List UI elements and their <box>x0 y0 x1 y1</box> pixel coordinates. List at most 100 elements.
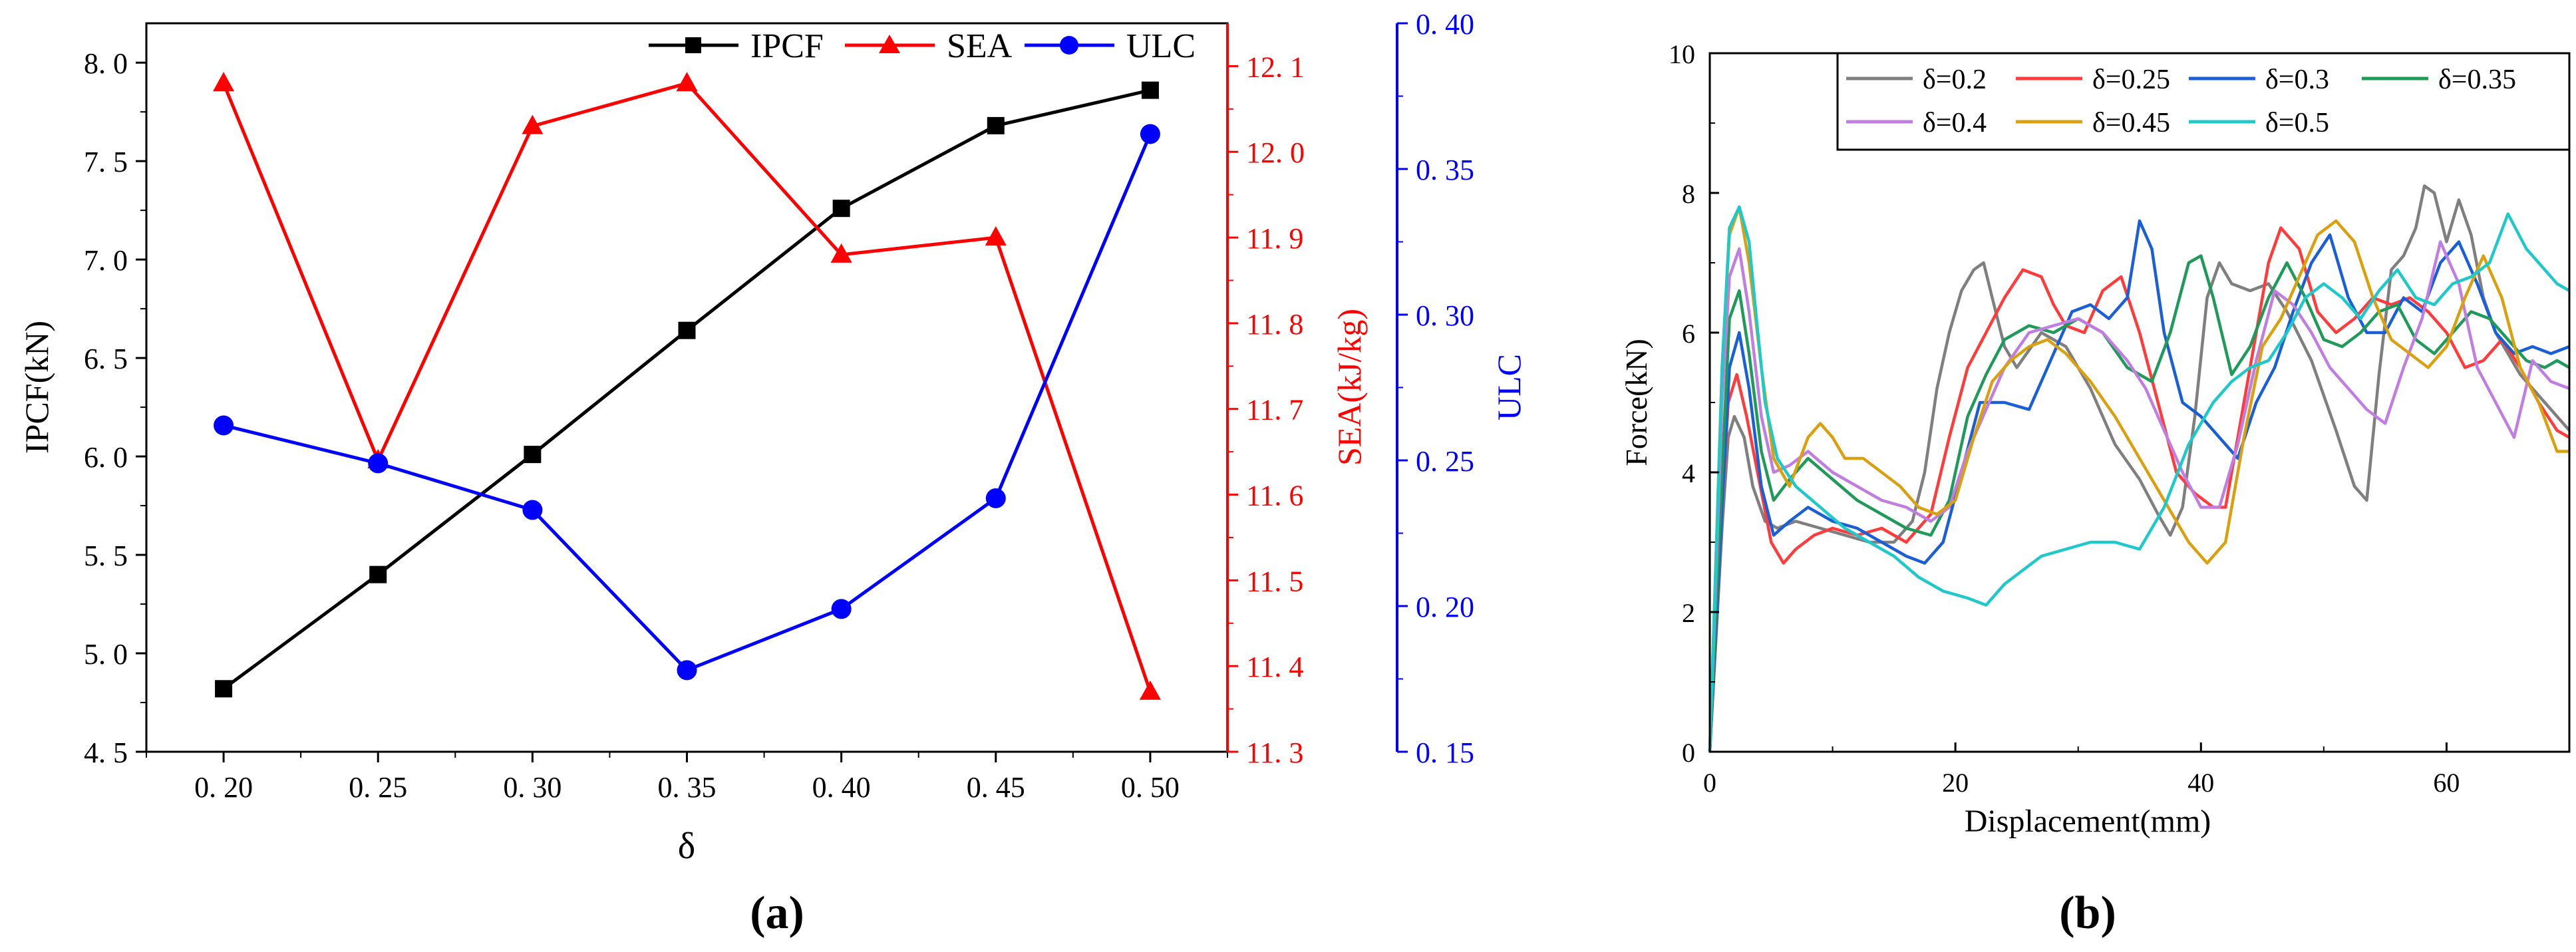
panel-a-label: (a) <box>750 887 804 939</box>
ulc-tick-label: 0. 40 <box>1416 8 1474 41</box>
displacement-tick-label: 40 <box>2187 768 2214 798</box>
ipcf-axis-ticks: 4. 5 5. 0 5. 5 6. 0 6. 5 7. 0 7. 5 8. 0 <box>84 47 146 769</box>
ipcf-point <box>987 116 1005 134</box>
panel-b-series <box>1708 184 2571 752</box>
sea-point <box>985 226 1007 246</box>
sea-point <box>522 114 544 134</box>
ipcf-tick-label: 6. 5 <box>84 343 128 375</box>
panel-b-legend-box <box>1836 52 2571 151</box>
legend-label-d05: δ=0.5 <box>2265 108 2329 138</box>
delta-tick-label: 0. 50 <box>1121 771 1180 804</box>
ipcf-tick-label: 4. 5 <box>84 736 128 769</box>
panel-a-legend: IPCF SEA ULC <box>649 27 1196 65</box>
ulc-point <box>368 453 389 474</box>
displacement-tick-label: 20 <box>1942 768 1969 798</box>
legend-label-d045: δ=0.45 <box>2092 108 2170 138</box>
legend-label-d04: δ=0.4 <box>1923 108 1987 138</box>
delta-tick-label: 0. 40 <box>812 771 871 804</box>
ulc-axis: 0. 15 0. 20 0. 25 0. 30 0. 35 0. 40 <box>1396 8 1474 769</box>
ulc-point <box>214 415 234 436</box>
sea-tick-label: 11. 8 <box>1246 308 1303 341</box>
sea-axis-title: SEA(kJ/kg) <box>1331 309 1368 466</box>
curve-d02 <box>1708 184 2571 752</box>
panel-b-plot-frame <box>1708 52 2571 753</box>
ulc-point <box>522 500 543 520</box>
panel-a-plot-frame <box>145 22 1229 753</box>
legend-sea-label: SEA <box>947 27 1013 65</box>
ulc-point <box>1140 124 1160 144</box>
sea-tick-label: 11. 6 <box>1246 480 1303 512</box>
delta-tick-label: 0. 35 <box>658 771 717 804</box>
ulc-tick-label: 0. 30 <box>1416 299 1474 332</box>
ipcf-point <box>832 200 850 218</box>
ipcf-tick-label: 7. 0 <box>84 244 128 277</box>
ipcf-tick-label: 7. 5 <box>84 146 128 178</box>
ipcf-axis-title: IPCF(kN) <box>18 321 55 454</box>
ulc-point <box>985 488 1006 508</box>
curve-d045 <box>1708 205 2569 752</box>
delta-axis-ticks: 0. 20 0. 25 0. 30 0. 35 0. 40 0. 45 0. 50 <box>146 752 1228 804</box>
panel-b-legend: δ=0.2 δ=0.25 δ=0.3 δ=0.35 δ=0.4 δ=0.45 δ=0.5 <box>1836 52 2571 151</box>
force-tick-label: 6 <box>1682 319 1695 349</box>
legend-label-d025: δ=0.25 <box>2092 65 2170 95</box>
displacement-tick-label: 60 <box>2433 768 2460 798</box>
sea-point <box>1139 680 1161 700</box>
ulc-tick-label: 0. 35 <box>1416 154 1474 186</box>
delta-axis-title: δ <box>678 826 695 867</box>
legend-ulc-label: ULC <box>1126 27 1196 65</box>
ipcf-tick-label: 6. 0 <box>84 441 128 474</box>
legend-ipcf-label: IPCF <box>750 27 824 65</box>
legend-sea-marker <box>879 35 900 53</box>
sea-point <box>676 72 698 92</box>
ulc-tick-label: 0. 25 <box>1416 445 1474 478</box>
panel-a: 4. 55. 05. 56. 06. 57. 07. 58. 0 0. 20 0.… <box>18 8 1528 939</box>
curve-d03 <box>1708 219 2570 752</box>
ipcf-series-line <box>222 88 1151 691</box>
ulc-tick-label: 0. 20 <box>1416 591 1474 623</box>
legend-ipcf-marker <box>685 37 701 53</box>
ulc-series-line <box>223 133 1152 673</box>
displacement-axis-ticks: 0 20 40 60 <box>1703 742 2460 798</box>
ipcf-tick-label: 8. 0 <box>84 47 128 80</box>
ipcf-tick-label: 5. 0 <box>84 638 128 671</box>
sea-axis: 11. 3 11. 4 11. 5 11. 6 11. 7 11. 8 11. 9 12. 0… <box>1226 23 1305 769</box>
ulc-point <box>677 660 697 681</box>
legend-ulc-marker <box>1060 36 1078 55</box>
sea-series-line <box>222 81 1152 693</box>
legend-label-d035: δ=0.35 <box>2438 65 2516 95</box>
panel-a-series <box>213 72 1161 700</box>
displacement-tick-label: 0 <box>1703 768 1716 798</box>
ulc-tick-label: 0. 15 <box>1416 736 1474 769</box>
force-tick-label: 4 <box>1682 458 1695 488</box>
ipcf-point <box>524 446 542 464</box>
legend-label-d02: δ=0.2 <box>1923 65 1987 95</box>
force-axis-title: Force(kN) <box>1619 339 1653 466</box>
delta-tick-label: 0. 30 <box>503 771 562 804</box>
ulc-axis-title: ULC <box>1490 354 1528 420</box>
force-tick-label: 0 <box>1682 738 1695 768</box>
sea-tick-label: 11. 9 <box>1246 222 1303 255</box>
curve-d04 <box>1708 240 2570 752</box>
force-tick-label: 10 <box>1669 39 1695 69</box>
displacement-axis-title: Displacement(mm) <box>1965 804 2211 839</box>
ipcf-point <box>1141 81 1159 99</box>
curve-d035 <box>1708 254 2571 752</box>
force-tick-label: 2 <box>1682 598 1695 628</box>
delta-tick-label: 0. 45 <box>967 771 1025 804</box>
sea-tick-label: 11. 7 <box>1246 394 1303 426</box>
curve-d025 <box>1708 226 2571 752</box>
panel-b-legend-entries: δ=0.2 δ=0.25 δ=0.3 δ=0.35 δ=0.4 δ=0.45 δ=0.5 <box>1846 65 2516 138</box>
legend-label-d03: δ=0.3 <box>2265 65 2329 95</box>
ipcf-tick-label: 5. 5 <box>84 540 128 572</box>
sea-tick-label: 12. 0 <box>1246 136 1305 169</box>
ipcf-point <box>369 565 387 583</box>
force-tick-label: 8 <box>1682 179 1695 209</box>
sea-tick-label: 11. 4 <box>1246 651 1303 683</box>
sea-tick-label: 12. 1 <box>1246 51 1305 83</box>
sea-tick-label: 11. 3 <box>1246 736 1303 769</box>
curve-d05 <box>1708 205 2571 752</box>
force-axis-ticks: 0 2 4 6 8 10 <box>1669 39 1719 768</box>
sea-tick-label: 11. 5 <box>1246 565 1303 597</box>
